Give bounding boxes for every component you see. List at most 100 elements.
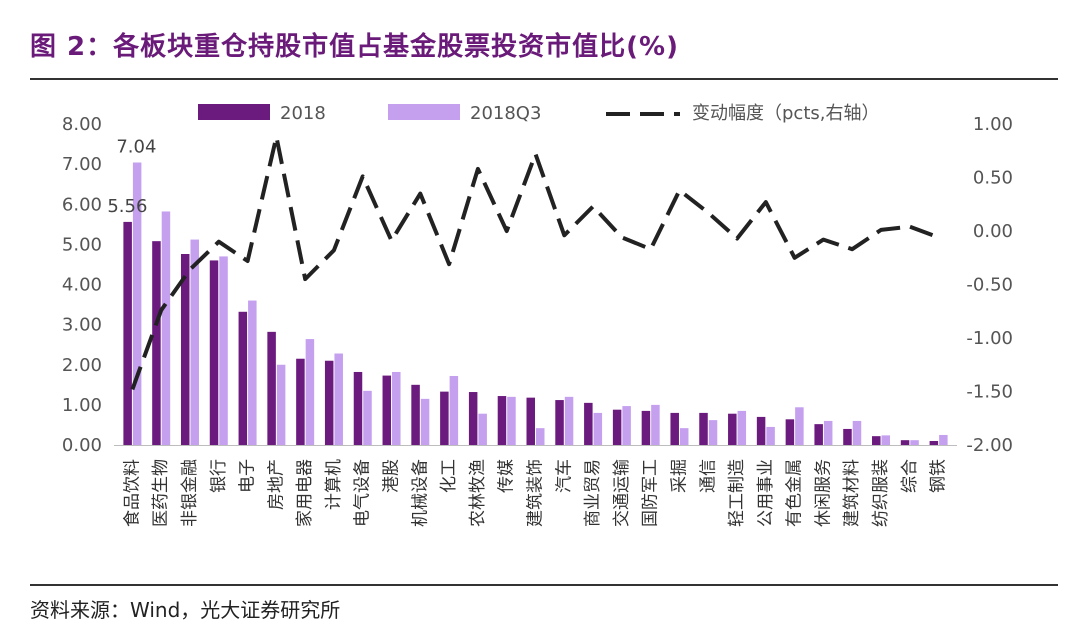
bar-2018q3 <box>910 440 919 445</box>
bar-2018q3 <box>161 211 171 445</box>
left-tick-label: 6.00 <box>62 194 102 215</box>
right-tick-label: 1.00 <box>973 114 1013 135</box>
bar-2018 <box>555 400 564 445</box>
bar-2018q3 <box>881 435 891 445</box>
legend-swatch-2018 <box>198 104 270 120</box>
change-line-layer <box>130 134 940 391</box>
category-axis: 食品饮料 医药生物 非银金融 银行 电子 房地产 家用电器 计算机 电气设备 港股 机械设备 化工 农林… <box>122 459 948 527</box>
bars <box>114 162 957 446</box>
left-tick-label: 4.00 <box>62 275 102 296</box>
bar-2018 <box>382 375 392 445</box>
left-axis: 0.00 1.00 2.00 3.00 4.00 5.00 6.00 7.00 8.00 <box>62 114 102 456</box>
bar-2018 <box>670 412 679 445</box>
bar-2018 <box>440 391 449 445</box>
legend-label-change: 变动幅度（pcts,右轴） <box>692 103 879 124</box>
legend-label-2018q3: 2018Q3 <box>470 103 541 124</box>
category-label: 建筑装饰 <box>526 459 546 527</box>
category-label: 建筑材料 <box>842 459 862 527</box>
bar-2018 <box>814 424 823 445</box>
bar-2018 <box>497 396 507 445</box>
bar-2018q3 <box>392 371 401 445</box>
data-labels: 5.56 7.04 <box>107 137 156 217</box>
bar-2018q3 <box>939 434 948 445</box>
bar-2018q3 <box>507 396 516 445</box>
category-label: 休闲服务 <box>813 459 833 527</box>
bar-2018 <box>584 402 593 445</box>
category-label: 港股 <box>382 459 402 493</box>
category-label: 电气设备 <box>353 459 373 527</box>
bar-2018q3 <box>823 420 833 445</box>
category-label: 汽车 <box>554 459 574 493</box>
bar-2018q3 <box>449 375 459 445</box>
bar-2018q3 <box>737 410 747 445</box>
bar-2018 <box>267 331 276 445</box>
bar-2018q3 <box>708 420 718 445</box>
bar-2018q3 <box>564 396 574 445</box>
left-tick-label: 2.00 <box>62 355 102 376</box>
category-label: 机械设备 <box>410 459 430 527</box>
category-label: 采掘 <box>669 459 689 493</box>
left-tick-label: 1.00 <box>62 395 102 416</box>
bar-2018 <box>699 412 708 445</box>
bar-2018 <box>324 360 334 445</box>
bar-2018 <box>123 221 132 445</box>
category-label: 商业贸易 <box>583 459 603 527</box>
bar-2018 <box>180 254 190 445</box>
bar-2018q3 <box>334 353 343 445</box>
right-tick-label: -1.00 <box>966 328 1013 349</box>
right-tick-label: -2.00 <box>966 435 1013 456</box>
category-label: 化工 <box>439 459 459 493</box>
category-label: 农林牧渔 <box>468 459 488 527</box>
bar-2018 <box>296 358 305 445</box>
left-tick-label: 5.00 <box>62 234 102 255</box>
data-label-2018q3: 7.04 <box>116 137 156 158</box>
bar-2018 <box>152 241 161 445</box>
category-label: 非银金融 <box>180 459 200 527</box>
bar-2018q3 <box>651 404 660 445</box>
bar-2018q3 <box>219 256 228 445</box>
bar-2018 <box>526 397 535 445</box>
right-tick-label: 0.00 <box>973 221 1013 242</box>
bottom-rule <box>30 584 1058 586</box>
category-label: 纺织服装 <box>871 459 891 527</box>
bar-2018q3 <box>248 300 257 445</box>
bar-2018q3 <box>679 428 689 445</box>
category-label: 钢铁 <box>929 459 949 493</box>
bar-2018 <box>353 371 363 445</box>
right-axis: -2.00 -1.50 -1.00 -0.50 0.00 0.50 1.00 <box>966 114 1013 456</box>
left-tick-label: 0.00 <box>62 435 102 456</box>
bar-2018q3 <box>795 407 804 445</box>
bar-2018q3 <box>305 339 315 445</box>
bar-2018q3 <box>190 239 199 445</box>
left-tick-label: 8.00 <box>62 114 102 135</box>
bar-2018q3 <box>593 412 603 445</box>
bar-2018q3 <box>766 426 775 445</box>
bar-2018 <box>728 413 737 445</box>
change-series-line <box>130 134 940 391</box>
category-label: 医药生物 <box>151 459 171 527</box>
bar-2018 <box>612 409 622 445</box>
bar-2018 <box>900 440 910 445</box>
bar-2018 <box>929 440 939 445</box>
bar-2018q3 <box>132 162 142 445</box>
bar-2018 <box>209 260 219 445</box>
category-label: 综合 <box>900 459 920 493</box>
bar-2018q3 <box>622 406 631 445</box>
legend-label-2018: 2018 <box>280 103 326 124</box>
category-label: 家用电器 <box>295 459 315 527</box>
right-tick-label: 0.50 <box>973 168 1013 189</box>
bar-2018q3 <box>478 413 487 445</box>
bar-2018 <box>785 419 795 445</box>
legend: 2018 2018Q3 变动幅度（pcts,右轴） <box>198 103 879 124</box>
bar-2018q3 <box>420 398 430 445</box>
right-tick-label: -0.50 <box>966 275 1013 296</box>
bar-2018 <box>872 436 881 445</box>
left-tick-label: 7.00 <box>62 154 102 175</box>
bar-2018q3 <box>363 390 372 445</box>
category-label: 轻工制造 <box>727 459 747 527</box>
bar-2018 <box>756 416 766 445</box>
category-label: 国防军工 <box>641 459 661 527</box>
bar-2018q3 <box>852 420 862 445</box>
category-label: 交通运输 <box>612 459 632 527</box>
